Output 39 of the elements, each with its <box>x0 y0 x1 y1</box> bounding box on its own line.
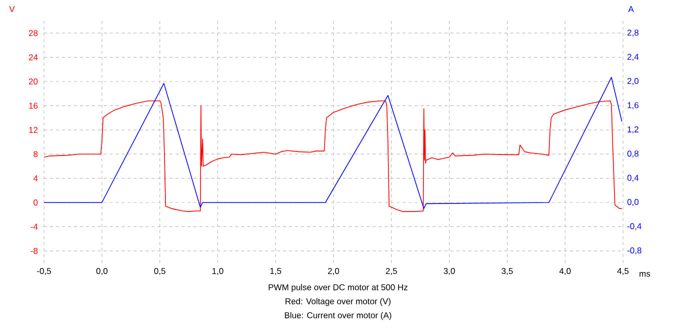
y2-tick-label: 1,6 <box>628 102 638 110</box>
y2-tick-label: 2,8 <box>627 30 638 37</box>
y-tick-label: 28 <box>28 30 38 36</box>
text: PWM pulse over DC motor at 500 Hz <box>268 284 408 292</box>
x-tick-label: 3,0 <box>444 268 455 276</box>
x-tick-label: 1,0 <box>212 268 224 276</box>
y-tick-label: -8 <box>30 248 38 254</box>
y-tick-label: -4 <box>30 224 38 230</box>
y-tick-label: 24 <box>28 54 38 60</box>
line-series <box>44 100 622 212</box>
text: Red: Voltage over motor (V) <box>286 298 391 306</box>
y2-tick-label: 2,0 <box>627 78 639 86</box>
x-tick-label: 1,5 <box>270 268 282 275</box>
y-tick-label: 8 <box>34 151 38 158</box>
y-axis-title: V <box>9 6 15 12</box>
x-tick-label: 2,0 <box>328 268 340 276</box>
y-tick-label: 12 <box>29 126 38 133</box>
x-tick-label: 3,5 <box>502 268 513 276</box>
y-tick-label: 16 <box>29 102 38 109</box>
x-tick-label: 0,5 <box>154 268 166 276</box>
y-tick-label: 4 <box>33 175 38 182</box>
y2-tick-label: 0,0 <box>627 198 639 206</box>
y-tick-label: 0 <box>34 199 38 206</box>
x-axis-title: ms <box>640 272 650 277</box>
y-tick-label: 20 <box>28 78 38 85</box>
line-series <box>44 76 622 209</box>
x-tick-label: -0,5 <box>37 268 51 276</box>
y2-axis-title: A <box>628 6 634 12</box>
y2-tick-label: -0,8 <box>627 247 642 254</box>
x-tick-label: 4,5 <box>617 268 629 275</box>
y2-tick-label: 0,4 <box>627 174 639 182</box>
y2-tick-label: 0,8 <box>627 150 638 158</box>
y2-tick-label: 2,4 <box>627 54 639 61</box>
x-tick-label: 2,5 <box>386 268 397 276</box>
text: Blue: Current over motor (A) <box>284 312 392 320</box>
x-tick-label: 4,0 <box>559 268 571 276</box>
x-tick-label: 0,0 <box>96 268 108 276</box>
y2-tick-label: 1,2 <box>628 126 638 134</box>
y2-tick-label: -0,4 <box>627 223 642 230</box>
